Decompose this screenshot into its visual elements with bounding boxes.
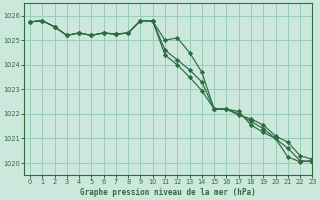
X-axis label: Graphe pression niveau de la mer (hPa): Graphe pression niveau de la mer (hPa) bbox=[80, 188, 256, 197]
